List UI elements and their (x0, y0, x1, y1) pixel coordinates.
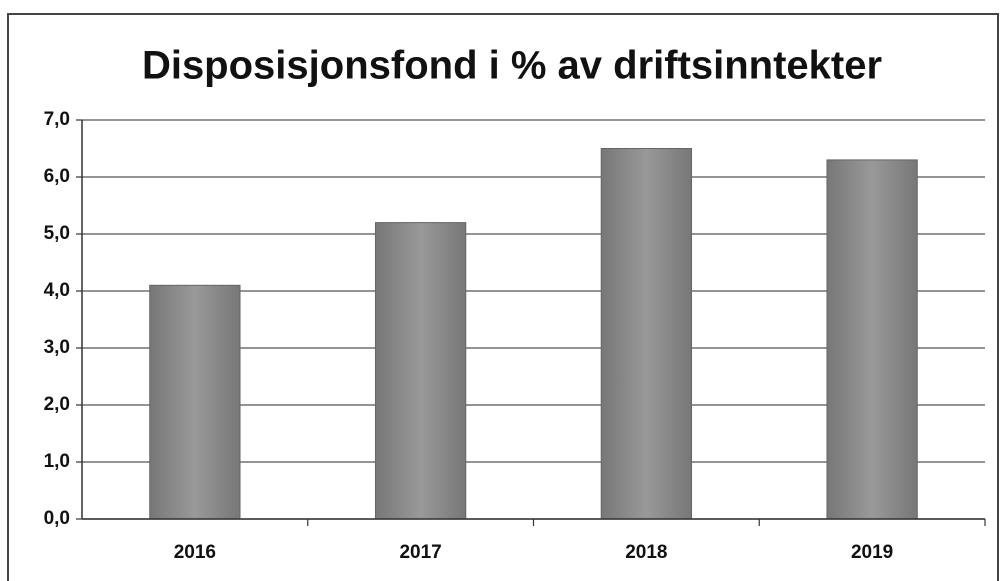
y-tick-label: 7,0 (44, 109, 70, 130)
y-tick-label: 4,0 (44, 280, 70, 301)
bar (374, 222, 467, 520)
chart-title: Disposisjonsfond i % av driftsinntekter (142, 44, 882, 88)
y-tick-label: 3,0 (44, 337, 70, 358)
bar (600, 148, 693, 520)
y-tick-label: 5,0 (44, 223, 70, 244)
bar (826, 159, 918, 520)
y-tick-label: 6,0 (44, 166, 70, 187)
x-tick-label: 2019 (851, 542, 893, 563)
x-tick-label: 2017 (399, 542, 441, 563)
y-tick-label: 0,0 (44, 508, 70, 529)
y-tick-label: 2,0 (44, 394, 70, 415)
y-tick-label: 1,0 (44, 451, 70, 472)
bar (149, 284, 241, 520)
x-tick-label: 2018 (625, 542, 667, 563)
x-tick-label: 2016 (174, 542, 216, 563)
